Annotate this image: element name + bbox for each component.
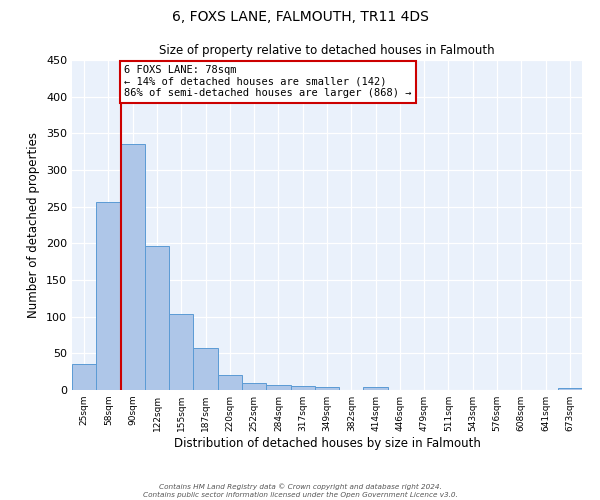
Text: 6, FOXS LANE, FALMOUTH, TR11 4DS: 6, FOXS LANE, FALMOUTH, TR11 4DS [172, 10, 428, 24]
Bar [266, 385, 290, 390]
Bar [169, 314, 193, 390]
Bar [121, 144, 145, 390]
Text: 6 FOXS LANE: 78sqm
← 14% of detached houses are smaller (142)
86% of semi-detach: 6 FOXS LANE: 78sqm ← 14% of detached hou… [124, 65, 412, 98]
Y-axis label: Number of detached properties: Number of detached properties [28, 132, 40, 318]
Bar [193, 348, 218, 390]
Bar [72, 364, 96, 390]
Title: Size of property relative to detached houses in Falmouth: Size of property relative to detached ho… [159, 44, 495, 58]
Bar [315, 387, 339, 390]
Bar [242, 382, 266, 390]
Bar [145, 246, 169, 390]
Bar [218, 376, 242, 390]
Bar [96, 202, 121, 390]
Text: Contains HM Land Registry data © Crown copyright and database right 2024.
Contai: Contains HM Land Registry data © Crown c… [143, 484, 457, 498]
Bar [290, 386, 315, 390]
Bar [558, 388, 582, 390]
Bar [364, 387, 388, 390]
X-axis label: Distribution of detached houses by size in Falmouth: Distribution of detached houses by size … [173, 437, 481, 450]
